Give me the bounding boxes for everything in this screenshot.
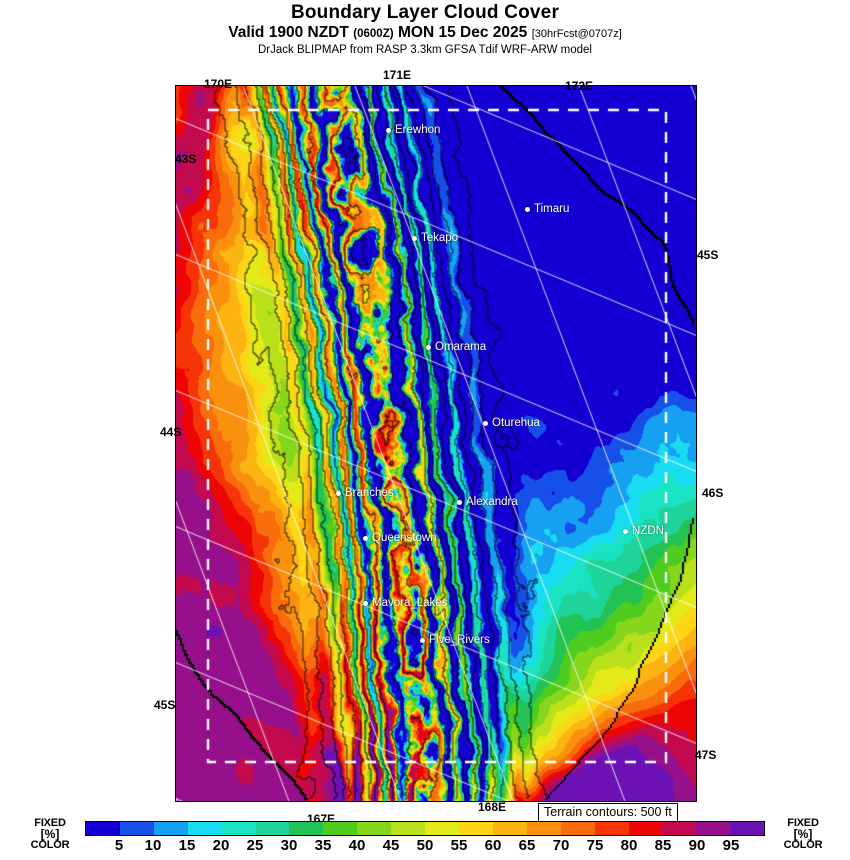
colorbar-swatch-13 (526, 822, 561, 835)
graticule-label-170E: 170E (204, 77, 233, 91)
graticule-label-168E: 168E (478, 800, 507, 814)
graticule-label-172E: 172E (565, 79, 594, 93)
colorbar-swatch-3 (187, 822, 222, 835)
valid-time-prefix: Valid 1900 NZDT (228, 24, 349, 41)
colorbar-tick-55: 55 (450, 837, 468, 854)
colorbar-tick-50: 50 (416, 837, 434, 854)
graticule-label-171E: 171E (383, 68, 412, 82)
colorbar-tick-85: 85 (654, 837, 672, 854)
colorbar-swatch-4 (221, 822, 256, 835)
colorbar-tick-20: 20 (212, 837, 230, 854)
colorbar-swatches (85, 821, 765, 836)
colorbar-swatch-9 (391, 822, 426, 835)
colorbar-tick-75: 75 (586, 837, 604, 854)
colorbar-swatch-6 (289, 822, 324, 835)
colorbar-tick-65: 65 (518, 837, 536, 854)
colorbar-tick-40: 40 (348, 837, 366, 854)
cloud-cover-raster (176, 86, 696, 801)
graticule-label-45S: 45S (697, 248, 719, 262)
graticule-label-45S: 45S (154, 698, 176, 712)
colorbar-swatch-1 (119, 822, 154, 835)
valid-time-utc: (0600Z) (353, 28, 394, 40)
colorbar-tick-90: 90 (688, 837, 706, 854)
colorbar-tick-10: 10 (144, 837, 162, 854)
colorbar-swatch-12 (492, 822, 527, 835)
fixed-left-line1: FIXED (34, 817, 66, 829)
colorbar-swatch-5 (255, 822, 290, 835)
graticule-label-46S: 46S (702, 486, 724, 500)
forecast-tag: [30hrFcst@0707z] (531, 28, 622, 40)
colorbar-swatch-8 (357, 822, 392, 835)
colorbar-tick-60: 60 (484, 837, 502, 854)
valid-time-line: Valid 1900 NZDT (0600Z) MON 15 Dec 2025 … (0, 24, 850, 43)
colorbar-swatch-2 (153, 822, 188, 835)
colorbar-swatch-16 (628, 822, 663, 835)
graticule-label-47S: 47S (695, 748, 717, 762)
fixed-left-line2: [%] (40, 827, 60, 841)
colorbar-tick-15: 15 (178, 837, 196, 854)
colorbar-tick-45: 45 (382, 837, 400, 854)
colorbar-swatch-18 (696, 822, 731, 835)
colorbar-swatch-10 (425, 822, 459, 835)
colorbar-tick-30: 30 (280, 837, 298, 854)
colorbar: 5 10 15 20 25 30 35 40 45 50 55 60 65 70 75 80 85 90 95 (85, 821, 765, 858)
valid-date: MON 15 Dec 2025 (398, 24, 528, 41)
colorbar-tick-80: 80 (620, 837, 638, 854)
colorbar-tick-70: 70 (552, 837, 570, 854)
colorbar-swatch-11 (458, 822, 493, 835)
graticule-label-43S: 43S (175, 152, 197, 166)
page-title: Boundary Layer Cloud Cover (290, 2, 560, 23)
colorbar-swatch-17 (662, 822, 697, 835)
fixed-color-label-right: FIXED [%] COLOR (775, 818, 831, 851)
fixed-left-line3: COLOR (30, 839, 70, 851)
colorbar-tick-95: 95 (722, 837, 740, 854)
colorbar-tick-25: 25 (246, 837, 264, 854)
model-description: DrJack BLIPMAP from RASP 3.3km GFSA Tdif… (257, 44, 592, 56)
colorbar-tick-35: 35 (314, 837, 332, 854)
colorbar-swatch-14 (560, 822, 595, 835)
colorbar-tick-labels: 5 10 15 20 25 30 35 40 45 50 55 60 65 70 75 80 85 90 95 (85, 836, 765, 858)
colorbar-swatch-7 (323, 822, 358, 835)
fixed-right-line1: FIXED (787, 817, 819, 829)
title-block: Boundary Layer Cloud Cover Valid 1900 NZ… (0, 2, 850, 58)
terrain-contour-legend: Terrain contours: 500 ft (538, 803, 678, 822)
colorbar-swatch-0 (86, 822, 120, 835)
colorbar-tick-5: 5 (114, 837, 124, 854)
fixed-color-label-left: FIXED [%] COLOR (22, 818, 78, 851)
colorbar-swatch-15 (594, 822, 629, 835)
fixed-right-line2: [%] (793, 827, 813, 841)
colorbar-swatch-19 (730, 822, 765, 835)
cloud-cover-map[interactable]: Erewhon Timaru Tekapo Omarama Oturehua Branch… (175, 85, 697, 802)
graticule-label-44S: 44S (160, 425, 182, 439)
fixed-right-line3: COLOR (783, 839, 823, 851)
